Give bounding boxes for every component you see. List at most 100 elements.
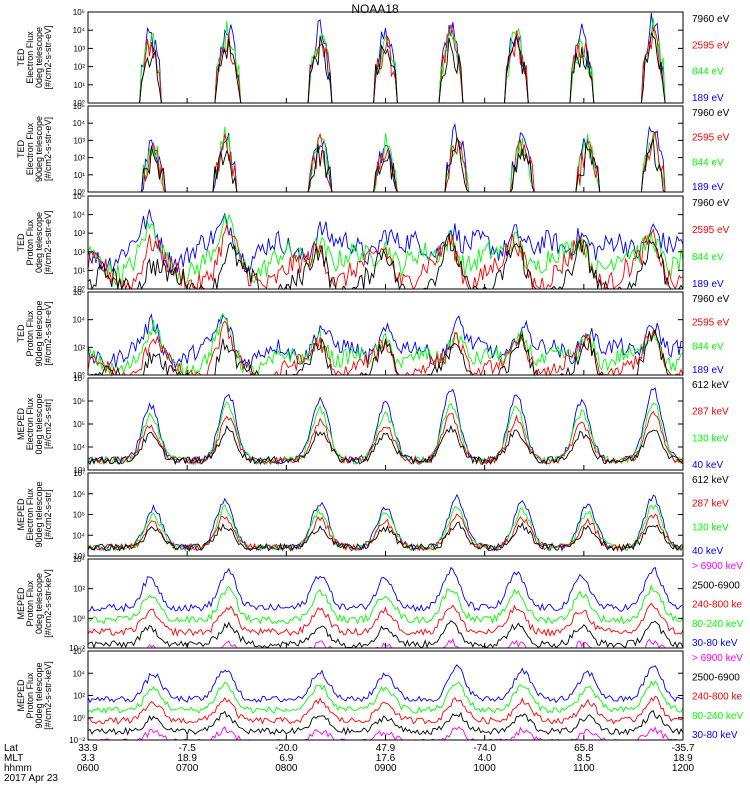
panel-frame — [87, 650, 684, 741]
series-line-4-2 — [87, 320, 684, 377]
y-tick-label: 10⁴ — [73, 555, 86, 564]
legend-entry: 844 eV — [692, 341, 724, 352]
legend-entry: 7960 eV — [692, 14, 730, 25]
series-line-7-5 — [87, 566, 684, 613]
y-axis-label: TEDElectron Flux90deg telescope[#/cm2-s-… — [16, 116, 53, 182]
series-line-8-2 — [87, 710, 684, 736]
y-tick-label: 10³ — [73, 136, 85, 145]
series-line-1-1 — [88, 31, 683, 104]
legend-entry: 287 keV — [692, 499, 729, 510]
x-tick-label-hhmm: 0900 — [374, 763, 397, 774]
legend-entry: 2500-6900 — [692, 580, 740, 591]
x-tick-label-mlt: 18.9 — [673, 753, 693, 764]
legend-entry: 130 keV — [692, 433, 729, 444]
y-tick-label: 10⁷ — [73, 469, 85, 478]
series-line-1-2 — [88, 24, 683, 104]
series-line-4-4 — [87, 313, 684, 370]
y-tick-label: 10⁰ — [73, 188, 85, 197]
y-tick-label: 10² — [73, 248, 85, 257]
y-tick-label: 10² — [73, 343, 85, 352]
legend-entry: 2595 eV — [692, 225, 730, 236]
panel-7: 10⁻² 10⁰ 10² 10⁴ MEPEDProton Flux0deg telesc… — [16, 555, 743, 653]
series-line-1-4 — [88, 12, 683, 104]
legend-entry: 287 keV — [692, 407, 729, 418]
y-tick-label: 10⁵ — [73, 420, 85, 429]
legend-entry: 7960 eV — [692, 108, 730, 119]
legend-entry: 2595 eV — [692, 318, 730, 329]
x-tick-label-mlt: 6.9 — [279, 753, 293, 764]
legend-entry: 189 eV — [692, 279, 724, 290]
y-tick-label: 10² — [73, 63, 85, 72]
y-tick-label: 10⁴ — [73, 443, 86, 452]
legend-entry: > 6900 keV — [692, 561, 743, 572]
x-tick-label-hhmm: 0700 — [176, 763, 199, 774]
legend-entry: 7960 eV — [692, 294, 730, 305]
y-tick-label: 10³ — [73, 466, 85, 475]
panel-frame — [87, 105, 684, 193]
series-line-3-3 — [87, 213, 684, 286]
x-tick-label-hhmm: 1000 — [474, 763, 497, 774]
panel-3: 10° 10¹ 10² 10³ 10⁴ 10⁵ TEDProton Flux0deg tel… — [16, 192, 730, 294]
y-tick-label: 10⁷ — [73, 374, 85, 383]
panel-frame — [87, 11, 684, 104]
y-tick-label: 10⁶ — [73, 647, 85, 656]
y-tick-label: 10° — [73, 285, 85, 294]
series-line-6-4 — [87, 493, 684, 552]
y-tick-label: 10³ — [73, 44, 85, 53]
series-line-5-2 — [87, 410, 684, 466]
legend-entry: 130 keV — [692, 522, 729, 533]
y-tick-label: 10⁵ — [73, 102, 85, 111]
series-line-7-4 — [87, 584, 684, 625]
footer-row-label: 2017 Apr 23 — [4, 773, 58, 784]
series-line-8-4 — [87, 680, 684, 714]
y-axis-label: TEDElectron Flux0deg telescope[#/cm2-s-s… — [16, 25, 53, 89]
y-tick-label: 10⁴ — [73, 316, 86, 325]
panel-2: 10⁰ 10¹ 10² 10³ 10⁴ 10⁵ TEDElectron Flux90deg … — [16, 102, 730, 197]
x-tick-label-mlt: 17.6 — [376, 753, 396, 764]
y-tick-label: 10¹ — [73, 81, 85, 90]
x-tick-label-lat: -35.7 — [672, 743, 695, 754]
footer-row-label: Lat — [4, 743, 18, 754]
y-tick-label: 10⁵ — [73, 8, 85, 17]
panel-1: 10° 10¹ 10² 10³ 10⁴ 10⁵ TEDElectron Flux0deg t… — [16, 8, 730, 108]
panel-frame — [87, 377, 684, 471]
x-tick-label-mlt: 4.0 — [478, 753, 492, 764]
y-tick-label: 10⁶ — [73, 288, 85, 297]
y-axis-label: MEPEDProton Flux90deg telescope[#/cm2-s-… — [16, 661, 53, 730]
series-line-8-3 — [87, 695, 684, 725]
legend-entry: 612 keV — [692, 475, 729, 486]
series-line-8-5 — [87, 664, 684, 704]
x-tick-label-lat: -74.0 — [473, 743, 496, 754]
legend-entry: 80-240 keV — [692, 619, 743, 630]
y-tick-label: 10⁰ — [73, 714, 85, 723]
y-tick-label: 10² — [73, 692, 85, 701]
panel-4: 10° 10² 10⁴ 10⁶ TEDProton Flux90deg telescop… — [16, 288, 730, 380]
y-tick-label: 10⁴ — [73, 26, 86, 35]
legend-entry: 80-240 keV — [692, 711, 743, 722]
legend-entry: 2595 eV — [692, 133, 730, 144]
series-line-6-1 — [87, 521, 684, 552]
y-tick-label: 10⁰ — [73, 614, 85, 623]
legend-entry: > 6900 keV — [692, 653, 743, 664]
x-tick-label-lat: 33.9 — [78, 743, 98, 754]
series-line-2-3 — [88, 126, 683, 193]
y-axis-label: TEDProton Flux0deg telescope[#/cm2-s-str… — [16, 210, 53, 274]
legend-entry: 30-80 keV — [692, 730, 738, 741]
series-line-5-3 — [87, 401, 684, 466]
x-tick-label-lat: 65.8 — [574, 743, 594, 754]
legend-entry: 7960 eV — [692, 198, 730, 209]
y-tick-label: 10¹ — [73, 171, 85, 180]
legend-entry: 40 keV — [692, 546, 723, 557]
y-tick-label: 10³ — [73, 552, 85, 561]
legend-entry: 189 eV — [692, 93, 724, 104]
series-line-7-3 — [87, 602, 684, 638]
x-tick-label-hhmm: 1200 — [672, 763, 695, 774]
y-axis-label: MEPEDProton Flux0deg telescope[#/cm2-s-s… — [16, 569, 53, 638]
legend-entry: 844 eV — [692, 157, 724, 168]
series-line-6-3 — [88, 504, 684, 552]
legend-entry: 240-800 ke — [692, 600, 742, 611]
series-line-5-1 — [87, 424, 684, 466]
legend-entry: 844 eV — [692, 67, 724, 78]
